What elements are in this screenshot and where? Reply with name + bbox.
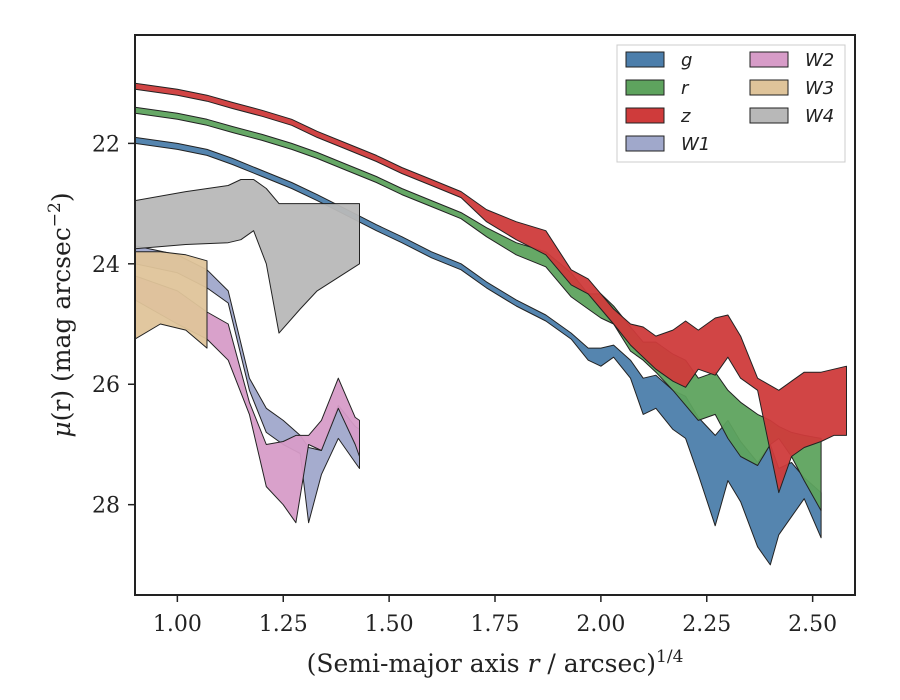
y-axis-label-unit: (mag arcsec [47, 227, 76, 390]
y-tick-label: 26 [92, 373, 120, 398]
legend-label-g: g [681, 50, 692, 71]
band-z [135, 82, 847, 494]
legend-label-W1: W1 [681, 134, 710, 155]
x-axis-label-var: r [528, 649, 542, 678]
legend-swatch-W3 [749, 79, 789, 96]
y-tick-label: 24 [92, 253, 120, 278]
y-axis-label-sup: −2 [45, 202, 65, 227]
y-tick-label: 28 [92, 494, 120, 519]
x-tick-label: 1.00 [153, 612, 202, 637]
y-axis-label: μ(r) (mag arcsec−2) [45, 192, 76, 437]
x-tick-label: 1.75 [471, 612, 520, 637]
x-axis-label: (Semi-major axis r / arcsec)1/4 [307, 647, 684, 678]
x-axis-label-main: (Semi-major axis [307, 649, 528, 678]
y-axis-label-close: ) [47, 192, 76, 202]
profile-bands [135, 82, 847, 566]
band-W2 [135, 275, 360, 524]
x-axis-label-rest: / arcsec) [539, 649, 656, 678]
band-g [135, 136, 822, 566]
band-r [135, 106, 822, 512]
x-tick-label: 2.25 [682, 612, 731, 637]
x-axis-ticks: 1.00 1.25 1.50 1.75 2.00 2.25 2.50 [153, 595, 837, 637]
x-tick-label: 1.25 [259, 612, 308, 637]
y-axis-ticks: 22 24 26 28 [92, 132, 135, 519]
legend-label-r: r [681, 78, 690, 99]
legend-label-z: z [680, 106, 691, 127]
y-tick-label: 22 [92, 132, 120, 157]
legend-label-W3: W3 [805, 78, 834, 99]
legend-label-W2: W2 [805, 50, 834, 71]
legend-swatch-W4 [749, 107, 789, 124]
x-tick-label: 2.50 [788, 612, 837, 637]
legend-swatch-z [625, 107, 665, 124]
x-axis-label-sup: 1/4 [656, 647, 683, 667]
legend-swatch-g [625, 51, 665, 68]
band-W3 [135, 251, 208, 349]
band-W4 [135, 179, 360, 334]
legend: grz W1 W2 W3 W4 [616, 44, 846, 163]
legend-swatch-W2 [749, 51, 789, 68]
legend-swatch-W1 [625, 135, 665, 152]
legend-label-W4: W4 [805, 106, 834, 127]
x-tick-label: 1.50 [365, 612, 414, 637]
y-axis-label-paren: (r) [47, 390, 76, 421]
legend-swatch-r [625, 79, 665, 96]
x-tick-label: 2.00 [576, 612, 625, 637]
y-axis-label-mu: μ [47, 421, 76, 437]
